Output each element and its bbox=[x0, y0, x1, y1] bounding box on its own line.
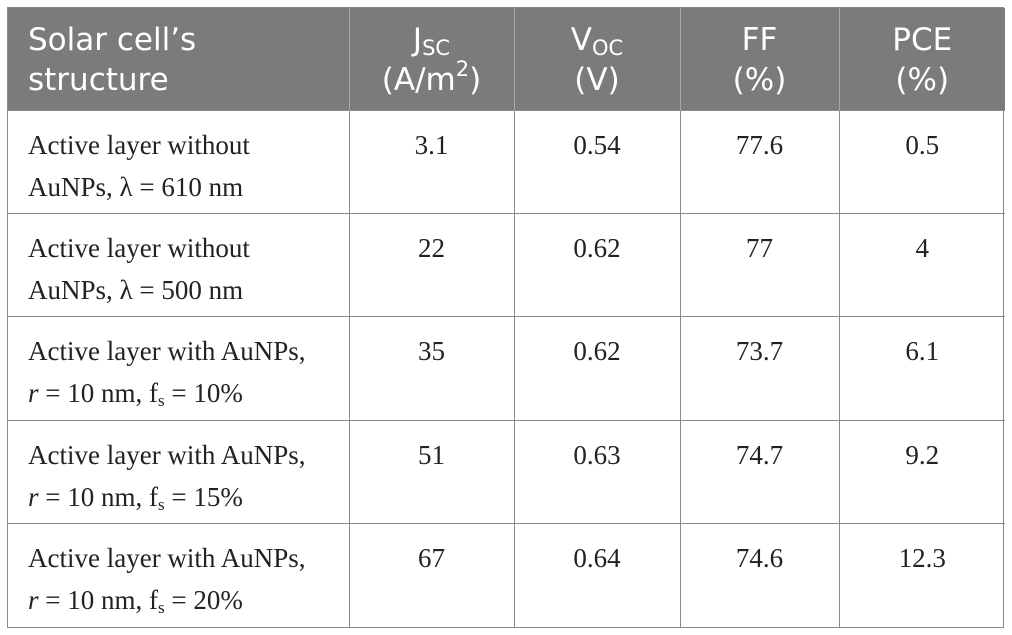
header-voc-unit: (V) bbox=[574, 62, 620, 98]
radius-value: = 10 nm, f bbox=[38, 585, 158, 616]
jsc-cell: 35 bbox=[349, 316, 515, 421]
voc-cell: 0.54 bbox=[514, 109, 681, 214]
fs-subscript: s bbox=[158, 598, 165, 618]
radius-value: = 10 nm, f bbox=[38, 378, 158, 409]
voc-cell: 0.62 bbox=[514, 316, 681, 421]
pce-cell: 6.1 bbox=[839, 316, 1005, 421]
ff-cell: 77 bbox=[680, 212, 840, 317]
fs-value: = 15% bbox=[164, 481, 243, 512]
structure-line2: AuNPs, λ = 500 nm bbox=[28, 274, 244, 305]
table-row: Active layer with AuNPs, r = 10 nm, fs =… bbox=[8, 316, 1005, 421]
ff-cell: 74.7 bbox=[680, 419, 840, 524]
fs-subscript: s bbox=[158, 391, 165, 411]
voc-cell: 0.64 bbox=[514, 523, 681, 627]
fs-value: = 10% bbox=[164, 378, 243, 409]
header-voc: VOC (V) bbox=[514, 8, 681, 110]
radius-symbol: r bbox=[28, 585, 39, 616]
jsc-unit-close: ) bbox=[469, 62, 482, 98]
structure-line1: Active layer without bbox=[28, 129, 250, 160]
jsc-cell: 3.1 bbox=[349, 109, 515, 214]
voc-cell: 0.62 bbox=[514, 212, 681, 317]
voc-letter: V bbox=[570, 22, 592, 58]
jsc-cell: 51 bbox=[349, 419, 515, 524]
header-ff-unit: (%) bbox=[732, 62, 787, 98]
jsc-cell: 22 bbox=[349, 212, 515, 317]
pce-cell: 0.5 bbox=[839, 109, 1005, 214]
pce-cell: 9.2 bbox=[839, 419, 1005, 524]
radius-value: = 10 nm, f bbox=[38, 481, 158, 512]
structure-cell: Active layer with AuNPs, r = 10 nm, fs =… bbox=[8, 523, 350, 627]
structure-line1: Active layer with AuNPs, bbox=[28, 336, 306, 367]
jsc-unit-superscript: 2 bbox=[455, 57, 470, 81]
structure-line2: r = 10 nm, fs = 15% bbox=[28, 476, 339, 518]
structure-cell: Active layer with AuNPs, r = 10 nm, fs =… bbox=[8, 316, 350, 421]
header-structure-line1: Solar cell’s bbox=[28, 22, 197, 58]
radius-symbol: r bbox=[28, 378, 39, 409]
structure-line1: Active layer with AuNPs, bbox=[28, 439, 306, 470]
structure-line2: r = 10 nm, fs = 10% bbox=[28, 372, 339, 414]
header-pce-unit: (%) bbox=[895, 62, 950, 98]
jsc-subscript: SC bbox=[422, 36, 451, 60]
table-row: Active layer without AuNPs, λ = 500 nm 2… bbox=[8, 212, 1005, 317]
ff-cell: 74.6 bbox=[680, 523, 840, 627]
structure-cell: Active layer without AuNPs, λ = 500 nm bbox=[8, 212, 350, 317]
structure-line1: Active layer without bbox=[28, 232, 250, 263]
table-body: Active layer without AuNPs, λ = 610 nm 3… bbox=[8, 109, 1005, 627]
voc-subscript: OC bbox=[592, 36, 624, 60]
fs-subscript: s bbox=[158, 494, 165, 514]
radius-symbol: r bbox=[28, 481, 39, 512]
pce-cell: 12.3 bbox=[839, 523, 1005, 627]
structure-line2: AuNPs, λ = 610 nm bbox=[28, 171, 244, 202]
table-row: Active layer with AuNPs, r = 10 nm, fs =… bbox=[8, 523, 1005, 627]
header-jsc: JSC (A/m2) bbox=[349, 8, 515, 110]
solar-cell-table: Solar cell’s structure JSC (A/m2) VOC (V… bbox=[8, 8, 1005, 627]
ff-cell: 73.7 bbox=[680, 316, 840, 421]
structure-cell: Active layer without AuNPs, λ = 610 nm bbox=[8, 109, 350, 214]
header-voc-symbol: VOC bbox=[525, 20, 670, 60]
header-jsc-symbol: JSC bbox=[360, 20, 504, 60]
data-table-frame: Solar cell’s structure JSC (A/m2) VOC (V… bbox=[7, 7, 1005, 628]
ff-cell: 77.6 bbox=[680, 109, 840, 214]
header-row: Solar cell’s structure JSC (A/m2) VOC (V… bbox=[8, 8, 1005, 110]
structure-cell: Active layer with AuNPs, r = 10 nm, fs =… bbox=[8, 419, 350, 524]
header-jsc-unit: (A/m2) bbox=[360, 57, 504, 100]
jsc-cell: 67 bbox=[349, 523, 515, 627]
pce-cell: 4 bbox=[839, 212, 1005, 317]
header-structure-line2: structure bbox=[28, 62, 169, 98]
header-ff-label: FF bbox=[741, 22, 778, 58]
jsc-unit-open: (A/m bbox=[381, 62, 456, 98]
jsc-letter: J bbox=[412, 22, 423, 58]
header-pce: PCE (%) bbox=[839, 8, 1005, 110]
voc-cell: 0.63 bbox=[514, 419, 681, 524]
structure-line1: Active layer with AuNPs, bbox=[28, 543, 306, 574]
fs-value: = 20% bbox=[164, 585, 243, 616]
header-ff: FF (%) bbox=[680, 8, 840, 110]
table-row: Active layer without AuNPs, λ = 610 nm 3… bbox=[8, 109, 1005, 214]
table-row: Active layer with AuNPs, r = 10 nm, fs =… bbox=[8, 419, 1005, 524]
table-header: Solar cell’s structure JSC (A/m2) VOC (V… bbox=[8, 8, 1005, 110]
header-structure: Solar cell’s structure bbox=[8, 8, 350, 110]
header-pce-label: PCE bbox=[892, 22, 953, 58]
structure-line2: r = 10 nm, fs = 20% bbox=[28, 579, 339, 621]
